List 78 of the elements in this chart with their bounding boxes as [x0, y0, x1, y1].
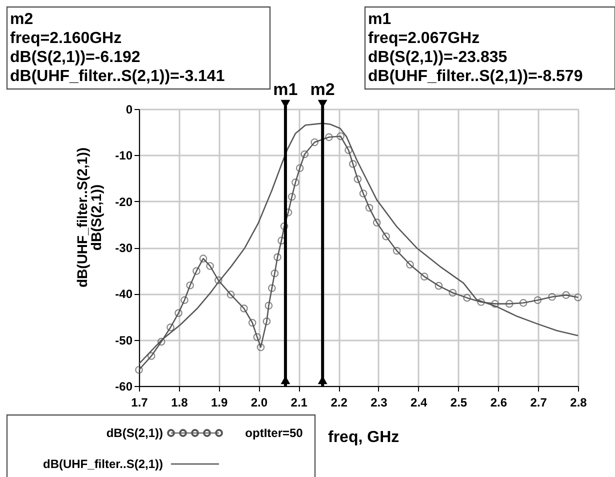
- point: [268, 284, 276, 292]
- point: [240, 304, 248, 312]
- ref-line-label: m2: [310, 80, 335, 99]
- ref-line-label: m1: [273, 80, 298, 99]
- y-tick-label: -50: [115, 333, 133, 348]
- point: [354, 175, 362, 184]
- point: [406, 260, 414, 268]
- point: [548, 293, 556, 301]
- x-tick-label: 2.4: [410, 396, 428, 410]
- text: m2 freq=2.160GHz dB(S(2,1))=-6.192 dB(UHF_filter..S(2,1))=-3.141: [10, 11, 225, 85]
- legend-label: dB(S(2,1)): [106, 426, 163, 440]
- point: [274, 253, 282, 262]
- point: [519, 299, 528, 307]
- point: [365, 204, 374, 212]
- point: [135, 366, 143, 374]
- point: [325, 133, 333, 142]
- y-tick-label: -30: [115, 241, 133, 255]
- point: [372, 218, 381, 226]
- point: [186, 281, 194, 290]
- point: [192, 267, 200, 275]
- point: [174, 309, 182, 317]
- point: [166, 323, 174, 332]
- y-tick-label: -10: [115, 148, 133, 163]
- point: [226, 290, 235, 298]
- point: [382, 232, 390, 240]
- y-tick-label: -40: [115, 287, 133, 302]
- point: [256, 343, 265, 352]
- y-tick-label: -20: [115, 194, 133, 209]
- point: [296, 164, 304, 172]
- point: [344, 146, 352, 154]
- x-tick-label: 2.0: [250, 396, 268, 410]
- point: [214, 276, 222, 284]
- point: [180, 296, 188, 304]
- legend-label: dB(UHF_filter..S(2,1)): [42, 457, 163, 471]
- x-tick-label: 2.3: [370, 396, 388, 410]
- point: [248, 318, 256, 327]
- point: [392, 246, 401, 255]
- x-tick-label: 2.6: [490, 396, 508, 410]
- point: [463, 294, 471, 302]
- point: [147, 352, 156, 360]
- point: [477, 298, 485, 306]
- point: [157, 338, 166, 346]
- point: [434, 282, 443, 290]
- point: [359, 190, 368, 198]
- point: [562, 291, 570, 299]
- x-tick-label: 2.7: [530, 396, 548, 410]
- x-tick-label: 2.8: [570, 396, 588, 410]
- point: [280, 222, 288, 230]
- point: [199, 254, 208, 262]
- text: optIter=50: [245, 426, 304, 440]
- point: [310, 138, 319, 146]
- point: [448, 288, 457, 297]
- point: [262, 317, 271, 326]
- point: [491, 300, 499, 308]
- point: [534, 296, 542, 304]
- x-tick-label: 2.2: [330, 396, 348, 410]
- x-tick-label: 1.8: [171, 396, 188, 410]
- x-tick-label: 1.9: [210, 396, 228, 410]
- x-axis-title: freq, GHz: [328, 429, 400, 446]
- point: [292, 178, 300, 186]
- point: [420, 272, 428, 280]
- x-tick-label: 1.7: [131, 396, 148, 410]
- x-tick-label: 2.1: [290, 396, 308, 410]
- y-tick-label: -60: [115, 380, 133, 394]
- point: [505, 300, 514, 308]
- point: [288, 192, 296, 201]
- point: [270, 269, 279, 278]
- text: m1 freq=2.067GHz dB(S(2,1))=-23.835 dB(UHF_filter..S(2,1))=-8.579: [368, 11, 583, 85]
- point: [349, 160, 357, 168]
- x-tick-label: 2.5: [450, 396, 468, 410]
- point: [300, 150, 309, 158]
- point: [264, 302, 273, 310]
- y-axis-title: dB(UHF_filter..S(2,1)) dB(S(2,1)): [74, 147, 104, 288]
- point: [253, 333, 262, 341]
- y-tick-label: 0: [126, 102, 133, 116]
- point: [206, 262, 214, 270]
- point: [336, 132, 344, 140]
- point: [574, 293, 582, 302]
